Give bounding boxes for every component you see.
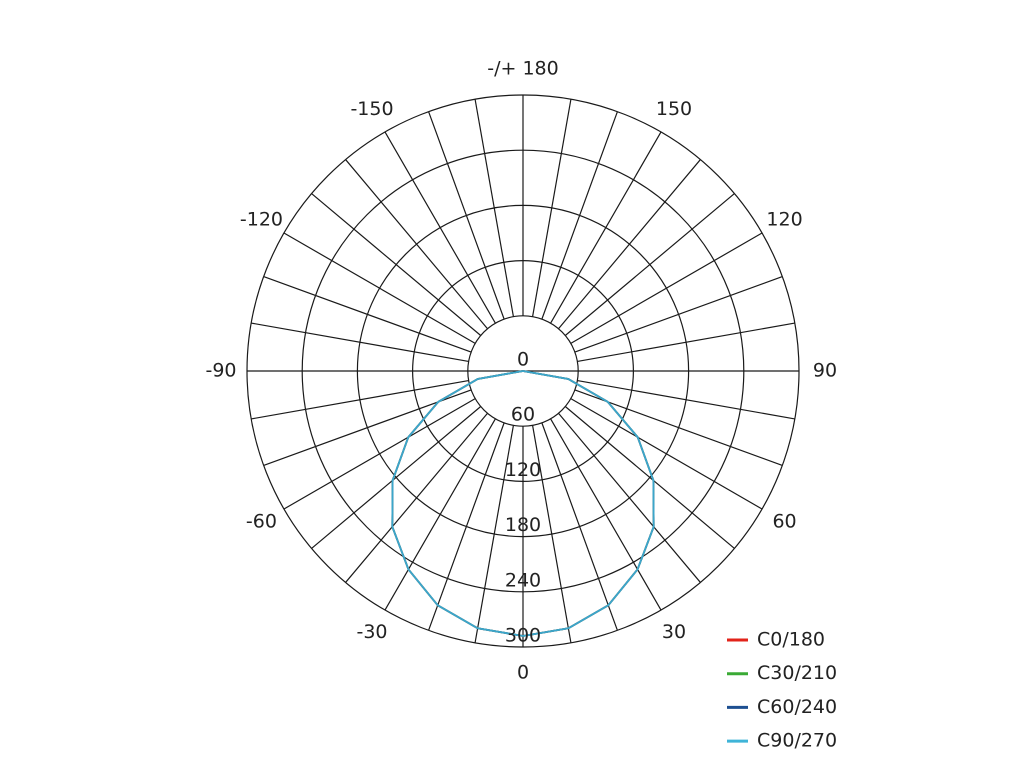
grid-spoke-minor [251, 322, 469, 363]
grid-spoke [283, 398, 476, 510]
grid-spoke-minor [564, 406, 735, 549]
grid-spoke-minor [345, 412, 488, 583]
grid [246, 94, 800, 648]
grid-spoke [570, 232, 763, 344]
grid-spoke-minor [474, 99, 515, 317]
grid-spoke [550, 418, 662, 611]
radial-tick-label: 0 [517, 349, 529, 371]
grid-spoke [283, 232, 476, 344]
angle-tick-label: -90 [205, 360, 236, 382]
grid-spoke-minor [345, 159, 488, 330]
grid-spoke-minor [263, 276, 472, 353]
grid-spoke-minor [251, 379, 469, 420]
grid-spoke-minor [574, 276, 783, 353]
grid-spoke-minor [558, 159, 701, 330]
angle-tick-label: -30 [356, 621, 387, 643]
grid-spoke-minor [541, 422, 618, 631]
radial-tick-label: 120 [505, 459, 541, 481]
legend-label: C0/180 [757, 629, 825, 651]
grid-spoke-minor [541, 111, 618, 320]
grid-spoke [550, 131, 662, 324]
grid-spoke-minor [428, 422, 505, 631]
curves [391, 370, 655, 637]
grid-spoke-minor [263, 389, 472, 466]
angle-tick-label: -120 [240, 209, 283, 231]
angle-tick-label: 0 [517, 662, 529, 684]
grid-spoke-minor [311, 406, 482, 549]
series-line [391, 370, 655, 637]
grid-spoke-minor [574, 389, 783, 466]
radial-tick-label: 300 [505, 625, 541, 647]
angle-tick-label: -60 [246, 511, 277, 533]
legend-label: C60/240 [757, 696, 837, 718]
grid-spoke [384, 131, 496, 324]
grid-spoke-minor [558, 412, 701, 583]
legend: C0/180 C30/210 C60/240 C90/270 [727, 629, 837, 752]
grid-spoke-minor [577, 379, 795, 420]
radial-tick-label: 180 [505, 514, 541, 536]
angle-tick-label: 90 [813, 360, 837, 382]
grid-spoke-minor [474, 425, 515, 643]
radial-tick-label: 60 [511, 404, 535, 426]
grid-spoke-minor [564, 193, 735, 336]
grid-spoke-minor [428, 111, 505, 320]
legend-label: C90/270 [757, 730, 837, 752]
grid-spoke [570, 398, 763, 510]
angle-tick-label: -150 [350, 98, 393, 120]
labels: -150 -120 -90 -60 -30 0 30 60 90 120 150 -/+ 180 0 60… [205, 58, 837, 684]
angle-tick-label: 150 [656, 98, 692, 120]
grid-spoke-minor [531, 425, 572, 643]
angle-tick-label: 30 [662, 621, 686, 643]
legend-label: C30/210 [757, 662, 837, 684]
angle-tick-label: 60 [772, 511, 796, 533]
grid-spoke [384, 418, 496, 611]
angle-tick-label: 120 [766, 209, 802, 231]
angle-tick-label: -/+ 180 [487, 58, 558, 80]
grid-spoke-minor [311, 193, 482, 336]
radial-tick-label: 240 [505, 569, 541, 591]
grid-spoke-minor [577, 322, 795, 363]
grid-spoke-minor [531, 99, 572, 317]
